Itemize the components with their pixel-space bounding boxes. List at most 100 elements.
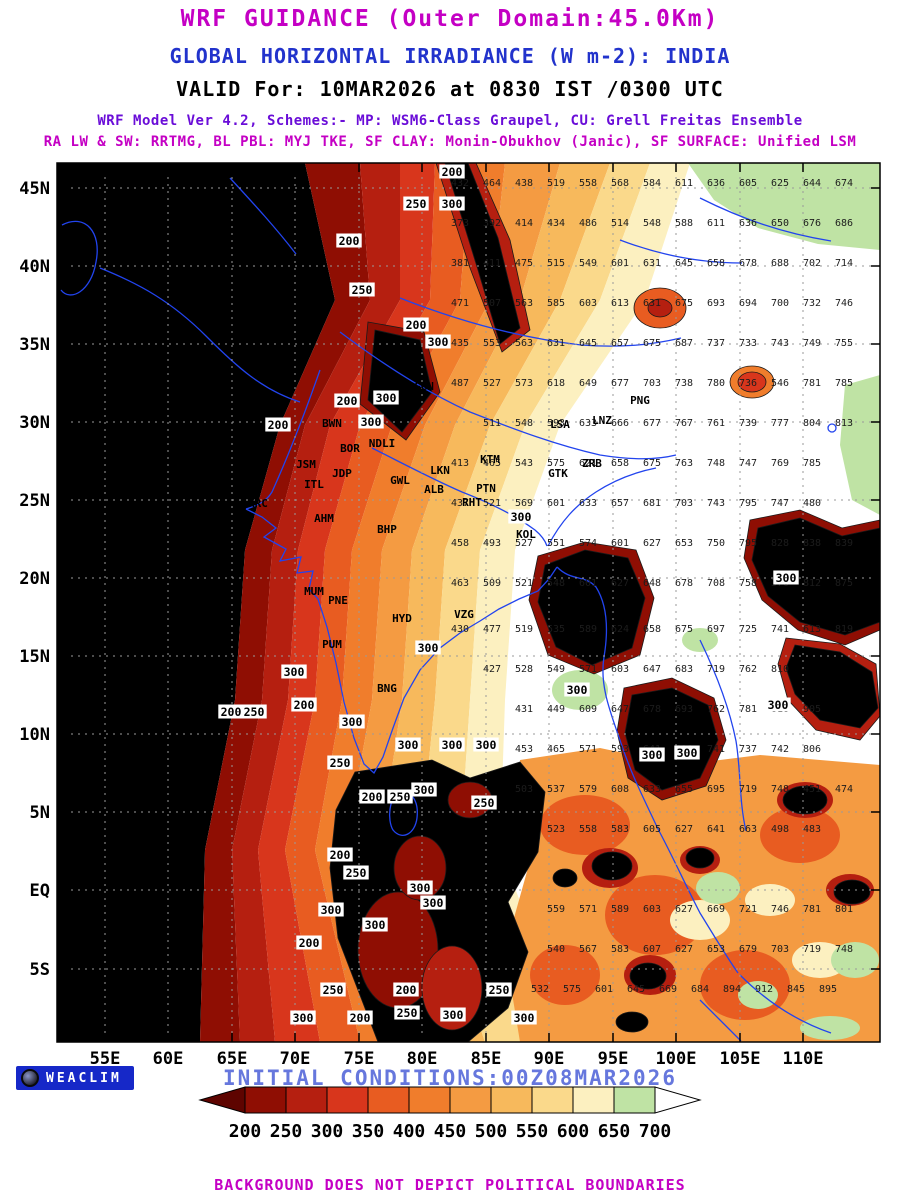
contour-label-box (639, 747, 665, 762)
contour-label-box (358, 414, 384, 429)
grid-value: 719 (739, 784, 757, 795)
grid-value: 477 (483, 624, 501, 635)
contour-label-box (318, 902, 344, 917)
grid-value: 584 (643, 178, 661, 189)
contour-label-box (674, 745, 700, 760)
city-label: BNG (377, 682, 397, 695)
grid-value: 676 (803, 218, 821, 229)
city-label: BWN (322, 417, 342, 430)
grid-value: 571 (579, 904, 597, 915)
colorbar-arrow-left (198, 1086, 246, 1114)
contour-label: 300 (361, 415, 382, 429)
grid-value: 589 (611, 904, 629, 915)
contour-label: 300 (398, 738, 419, 752)
lon-label: 85E (471, 1049, 502, 1069)
contour-label: 200 (339, 234, 360, 248)
contour-label: 250 (474, 796, 495, 810)
contour-label: 300 (677, 746, 698, 760)
grid-value: 666 (611, 418, 629, 429)
grid-value: 702 (803, 258, 821, 269)
grid-value: 608 (611, 784, 629, 795)
city-label: PNG (630, 394, 650, 407)
grid-value: 519 (547, 178, 565, 189)
grid-value: 684 (691, 984, 709, 995)
grid-value: 703 (675, 498, 693, 509)
colorbar-label: 650 (598, 1121, 631, 1142)
contour-label-box (403, 317, 429, 332)
grid-value: 650 (771, 218, 789, 229)
contour-label-box (359, 789, 385, 804)
grid-value: 777 (771, 418, 789, 429)
city-label: PUM (322, 638, 342, 651)
grid-value: 747 (739, 458, 757, 469)
grid-value: 603 (643, 904, 661, 915)
lon-label: 90E (534, 1049, 565, 1069)
grid-value: 458 (451, 538, 469, 549)
city-label: IBH (382, 346, 402, 359)
city-label: LNZ (592, 414, 612, 427)
grid-value: 540 (547, 944, 565, 955)
grid-value: 435 (451, 338, 469, 349)
city-label: NDLI (369, 437, 396, 450)
contour-label-box (395, 737, 421, 752)
grid-value: 411 (483, 258, 501, 269)
grid-value: 762 (707, 704, 725, 715)
contour-label-box (511, 1010, 537, 1025)
grid-value: 453 (515, 744, 533, 755)
contour-label-box (439, 196, 465, 211)
grid-value: 681 (643, 498, 661, 509)
himalaya-border (339, 331, 677, 460)
contour-label: 300 (476, 738, 497, 752)
grid-value: 631 (643, 298, 661, 309)
grid-value: 603 (579, 298, 597, 309)
grid-value: 633 (579, 418, 597, 429)
grid-value: 746 (835, 298, 853, 309)
grid-value: 669 (707, 904, 725, 915)
grid-value: 474 (835, 784, 853, 795)
grid-value: 750 (707, 538, 725, 549)
grid-value: 785 (835, 378, 853, 389)
lake (827, 423, 837, 433)
city-label: RHT (462, 496, 482, 509)
contour-label: 300 (642, 748, 663, 762)
city-label: ZRB (582, 457, 602, 470)
contour-label-box (403, 196, 429, 211)
contour-label: 200 (362, 790, 383, 804)
grid-value: 645 (627, 984, 645, 995)
grid-value: 678 (675, 578, 693, 589)
grid-value: 755 (835, 338, 853, 349)
grid-value: 392 (483, 218, 501, 229)
colorbar: 200 250 300 350 400 450 500 550 600 650 700 (198, 1086, 702, 1142)
grid-value: 693 (675, 704, 693, 715)
grid-value: 515 (547, 258, 565, 269)
plot-title: WRF GUIDANCE (Outer Domain:45.0Km) (180, 6, 720, 32)
grid-value: 571 (579, 744, 597, 755)
contour-label-box (473, 737, 499, 752)
grid-value: 486 (579, 218, 597, 229)
grid-value: 658 (611, 458, 629, 469)
indochina-coastline (699, 639, 747, 832)
grid-value: 601 (611, 258, 629, 269)
city-label: LSA (550, 418, 570, 431)
grid-value: 678 (643, 704, 661, 715)
grid-value: 675 (675, 624, 693, 635)
grid-value: 413 (451, 458, 469, 469)
grid-value: 493 (483, 538, 501, 549)
colorbar-label: 550 (516, 1121, 549, 1142)
colorbar-segment (613, 1086, 656, 1114)
colorbar-segment (490, 1086, 533, 1114)
city-label: MUM (304, 585, 324, 598)
grid-value: 601 (547, 498, 565, 509)
grid-value: 449 (547, 704, 565, 715)
colorbar-label: 500 (475, 1121, 508, 1142)
contour-label-box (508, 509, 534, 524)
grid-value: 465 (483, 458, 501, 469)
contour-label-box (394, 1005, 420, 1020)
grid-value: 748 (835, 944, 853, 955)
grid-value: 537 (547, 784, 565, 795)
contour-label: 300 (776, 571, 797, 585)
grid-value: 636 (707, 178, 725, 189)
grid-value: 549 (547, 664, 565, 675)
lon-label: 105E (720, 1049, 761, 1069)
